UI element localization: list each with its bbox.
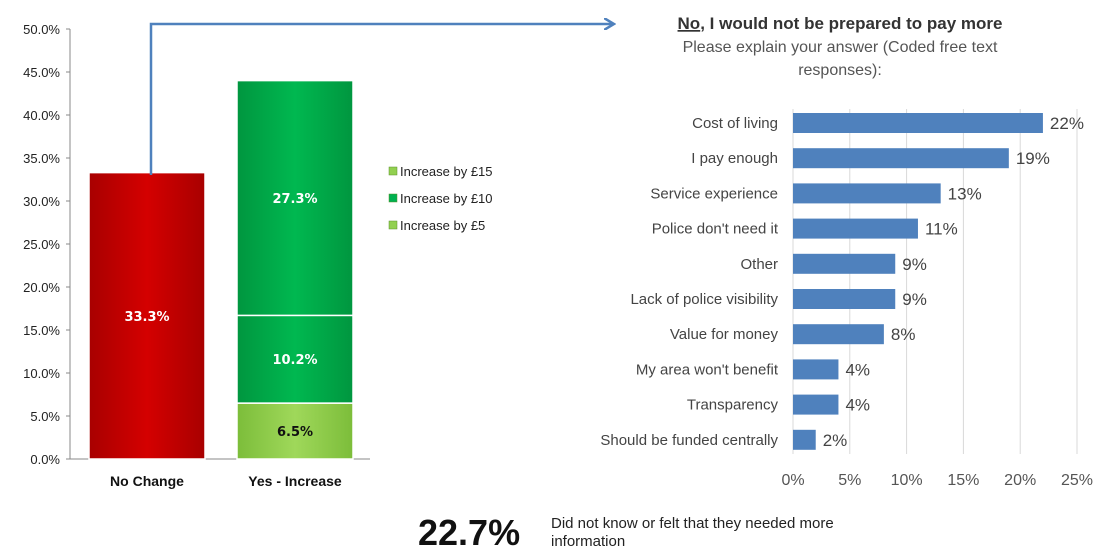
x-tick-label: 20% xyxy=(1004,472,1036,489)
category-label: I pay enough xyxy=(691,150,778,167)
bar-segment-increase-by-10 xyxy=(236,314,354,404)
category-label: Other xyxy=(740,256,778,273)
category-label: Should be funded centrally xyxy=(600,432,778,449)
y-tick-label: 5.0% xyxy=(30,409,60,424)
hbar-data-label: 4% xyxy=(845,360,870,379)
legend: Increase by £15 Increase by £10 Increase b… xyxy=(388,164,493,233)
bar-data-label: 10.2% xyxy=(272,353,317,368)
hbar-data-label: 4% xyxy=(845,396,870,415)
connector-arrow xyxy=(149,24,613,175)
header-title-rest: , I would not be prepared to pay more xyxy=(700,14,1002,33)
header-subtitle-line2: responses): xyxy=(798,62,882,79)
hbar-data-label: 8% xyxy=(891,325,916,344)
category-label: Transparency xyxy=(687,397,779,414)
hbar xyxy=(793,183,941,204)
legend-swatch xyxy=(388,193,398,203)
hbar xyxy=(793,113,1043,133)
header-subtitle-line1: Please explain your answer (Coded free t… xyxy=(683,39,998,56)
stacked-bar-chart: 0.0% 5.0% 10.0% 15.0% 20.0% 25.0% 30.0% 35.0% 40… xyxy=(23,22,370,489)
x-category-label: Yes - Increase xyxy=(248,473,342,489)
hbar xyxy=(793,253,896,274)
legend-label: Increase by £10 xyxy=(400,191,493,206)
x-tick-label: 0% xyxy=(781,472,804,489)
x-tick-label: 25% xyxy=(1061,472,1093,489)
hbar-data-label: 9% xyxy=(902,290,927,309)
y-tick-label: 15.0% xyxy=(23,323,60,338)
bar-data-label: 27.3% xyxy=(272,192,317,207)
y-tick-label: 20.0% xyxy=(23,280,60,295)
y-tick-label: 35.0% xyxy=(23,151,60,166)
hbar-data-label: 2% xyxy=(823,431,848,450)
x-tick-label: 10% xyxy=(891,472,923,489)
legend-label: Increase by £15 xyxy=(400,164,493,179)
hbar xyxy=(793,218,918,239)
hbar xyxy=(793,429,816,450)
category-label: My area won't benefit xyxy=(636,361,779,378)
legend-swatch xyxy=(388,166,398,176)
bar-segment-no-change xyxy=(88,171,206,460)
hbar xyxy=(793,359,839,380)
bar-data-label: 6.5% xyxy=(277,425,313,440)
x-category-label: No Change xyxy=(110,473,184,489)
category-label: Service experience xyxy=(650,185,778,202)
hbar xyxy=(793,394,839,415)
x-tick-label: 15% xyxy=(947,472,979,489)
hbar xyxy=(793,148,1009,169)
footer-percentage: 22.7% xyxy=(418,512,521,553)
right-chart-header: No, I would not be prepared to pay more … xyxy=(678,14,1003,79)
header-title-underlined: No xyxy=(678,14,701,33)
connector-arrow-path xyxy=(149,24,613,175)
legend-label: Increase by £5 xyxy=(400,218,485,233)
hbar xyxy=(793,289,896,309)
hbar-data-label: 9% xyxy=(902,255,927,274)
y-tick-label: 50.0% xyxy=(23,22,60,37)
y-tick-label: 10.0% xyxy=(23,366,60,381)
hbar-data-label: 22% xyxy=(1050,114,1084,133)
header-title: No, I would not be prepared to pay more xyxy=(678,14,1003,33)
hbar-data-label: 13% xyxy=(948,184,982,203)
y-tick-label: 30.0% xyxy=(23,194,60,209)
y-tick-label: 25.0% xyxy=(23,237,60,252)
hbar xyxy=(793,324,884,345)
category-label: Lack of police visibility xyxy=(630,291,778,308)
y-tick-label: 45.0% xyxy=(23,65,60,80)
y-tick-label: 40.0% xyxy=(23,108,60,123)
hbar-data-label: 19% xyxy=(1016,149,1050,168)
bar-data-label: 33.3% xyxy=(124,310,169,325)
category-label: Police don't need it xyxy=(652,221,779,238)
category-label: Value for money xyxy=(670,326,779,343)
horizontal-bar-chart: 0% 5% 10% 15% 20% 25% Cost of living 22% I pay e… xyxy=(600,109,1093,489)
footer-note: Did not know or felt that they needed mo… xyxy=(551,515,834,550)
bar-segment-increase-by-15 xyxy=(236,79,354,317)
hbar-data-label: 11% xyxy=(925,220,958,239)
y-tick-label: 0.0% xyxy=(30,452,60,467)
bar-segment-increase-by-5 xyxy=(236,402,354,460)
x-tick-label: 5% xyxy=(838,472,861,489)
legend-swatch xyxy=(388,220,398,230)
category-label: Cost of living xyxy=(692,115,778,132)
